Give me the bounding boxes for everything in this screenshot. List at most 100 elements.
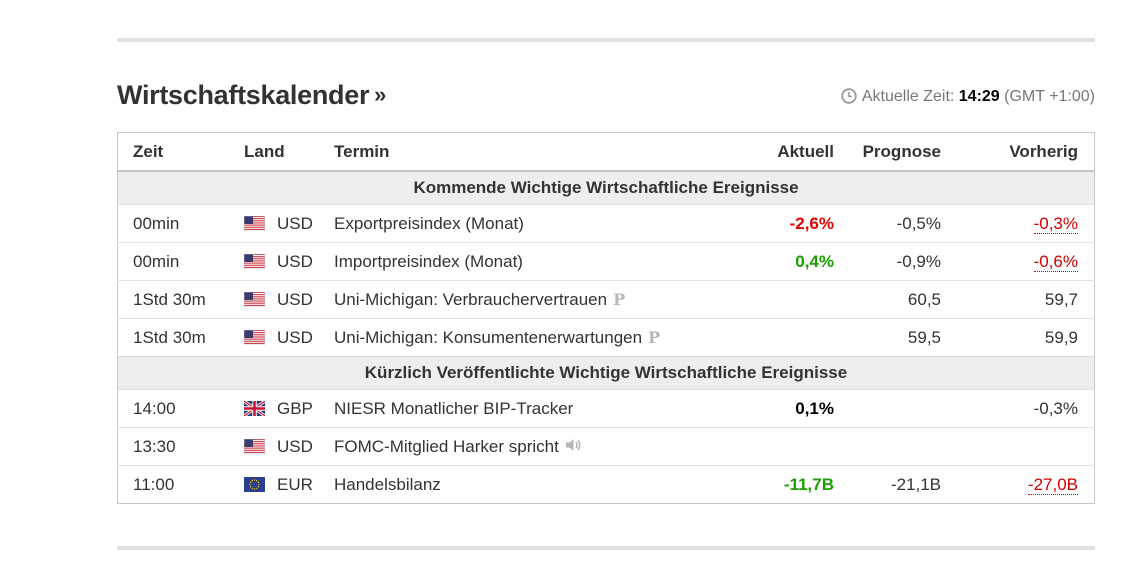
event-forecast [834, 427, 941, 466]
event-currency: GBP [277, 398, 313, 418]
event-forecast: -0,9% [834, 242, 941, 281]
timezone: (GMT +1:00) [1004, 88, 1095, 105]
event-name[interactable]: Handelsbilanz [334, 465, 674, 504]
table-row[interactable]: 00min USD Exportpreisindex (Monat) -2,6%… [117, 204, 1095, 243]
speaker-icon [565, 438, 581, 451]
actual-value: -2,6% [789, 213, 834, 233]
section-title-recent: Kürzlich Veröffentlichte Wichtige Wirtsc… [117, 356, 1095, 390]
section-header-recent: Kürzlich Veröffentlichte Wichtige Wirtsc… [117, 356, 1095, 390]
event-forecast: 59,5 [834, 318, 941, 357]
column-header-actual: Aktuell [674, 132, 834, 172]
event-forecast: 60,5 [834, 280, 941, 319]
calendar-title-link[interactable]: Wirtschaftskalender» [117, 80, 386, 111]
event-previous: -27,0B [941, 465, 1095, 504]
event-time: 1Std 30m [117, 280, 244, 319]
event-name[interactable]: Importpreisindex (Monat) [334, 242, 674, 281]
actual-value: 0,1% [795, 398, 834, 418]
preliminary-icon: P [648, 327, 661, 347]
calendar-header: Wirtschaftskalender» Aktuelle Zeit: 14:2… [117, 80, 1095, 114]
calendar-title: Wirtschaftskalender [117, 80, 370, 110]
event-currency: USD [277, 436, 313, 456]
event-name-text: Handelsbilanz [334, 474, 441, 494]
event-time: 1Std 30m [117, 318, 244, 357]
table-row[interactable]: 13:30 USD FOMC-Mitglied Harker spricht [117, 427, 1095, 466]
column-header-forecast: Prognose [834, 132, 941, 172]
top-divider [117, 38, 1095, 42]
event-currency: USD [277, 251, 313, 271]
event-actual: 0,4% [674, 242, 834, 281]
economic-calendar-table: Zeit Land Termin Aktuell Prognose Vorher… [117, 132, 1095, 504]
event-actual [674, 280, 834, 319]
event-country: USD [243, 242, 334, 281]
event-previous: 59,9 [941, 318, 1095, 357]
clock-label: Aktuelle Zeit: [861, 88, 955, 105]
column-header-event: Termin [334, 132, 674, 172]
event-forecast: -21,1B [834, 465, 941, 504]
event-currency: USD [277, 213, 313, 233]
event-actual: 0,1% [674, 389, 834, 428]
us-flag-icon [243, 253, 266, 269]
event-previous: -0,6% [941, 242, 1095, 281]
event-previous: -0,3% [941, 389, 1095, 428]
event-currency: USD [277, 289, 313, 309]
table-row[interactable]: 1Std 30m USD Uni-Michigan: Konsumentener… [117, 318, 1095, 357]
us-flag-icon [243, 291, 266, 307]
table-row[interactable]: 11:00 EUR Handelsbilanz -11,7B -21,1B -2… [117, 465, 1095, 504]
event-time: 11:00 [117, 465, 244, 504]
us-flag-icon [243, 438, 266, 454]
event-name-text: NIESR Monatlicher BIP-Tracker [334, 398, 574, 418]
event-country: EUR [244, 465, 334, 504]
event-name-text: Importpreisindex (Monat) [334, 251, 523, 271]
event-previous [941, 427, 1095, 466]
event-actual [674, 427, 834, 466]
us-flag-icon [243, 215, 266, 231]
event-name[interactable]: NIESR Monatlicher BIP-Tracker [334, 389, 674, 428]
actual-value: -11,7B [783, 474, 834, 494]
title-arrows: » [374, 82, 387, 107]
uk-flag-icon [243, 399, 266, 417]
table-row[interactable]: 00min USD Importpreisindex (Monat) 0,4% … [117, 242, 1095, 281]
column-header-previous: Vorherig [941, 132, 1095, 172]
event-country: USD [243, 280, 334, 319]
event-country: USD [243, 204, 334, 243]
current-time-info: Aktuelle Zeit: 14:29 (GMT +1:00) [841, 88, 1095, 106]
event-name-text: Uni-Michigan: Verbrauchervertrauen [334, 289, 608, 309]
bottom-divider [117, 546, 1095, 550]
event-actual [674, 318, 834, 357]
event-country: USD [243, 318, 334, 357]
event-country: GBP [243, 389, 334, 428]
event-name[interactable]: FOMC-Mitglied Harker spricht [334, 427, 674, 466]
event-name[interactable]: Uni-Michigan: Konsumentenerwartungen P [334, 318, 674, 357]
event-currency: USD [277, 327, 313, 347]
eu-flag-icon [244, 476, 265, 492]
column-header-time: Zeit [117, 132, 244, 172]
event-name[interactable]: Uni-Michigan: Verbrauchervertrauen P [334, 280, 674, 319]
actual-value: 0,4% [795, 251, 834, 271]
section-title-upcoming: Kommende Wichtige Wirtschaftliche Ereign… [117, 170, 1095, 205]
previous-revised-value[interactable]: -0,6% [1033, 251, 1078, 272]
event-actual: -11,7B [674, 465, 834, 504]
event-previous: -0,3% [941, 204, 1095, 243]
event-time: 14:00 [117, 389, 244, 428]
current-time: 14:29 [958, 88, 1000, 105]
event-actual: -2,6% [674, 204, 834, 243]
event-name-text: Exportpreisindex (Monat) [334, 213, 524, 233]
table-row[interactable]: 1Std 30m USD Uni-Michigan: Verbraucherve… [117, 280, 1095, 319]
event-time: 00min [117, 204, 244, 243]
column-header-country: Land [244, 132, 334, 172]
us-flag-icon [243, 329, 266, 345]
previous-revised-value[interactable]: -27,0B [1027, 474, 1078, 495]
event-time: 13:30 [117, 427, 244, 466]
event-currency: EUR [277, 474, 313, 494]
event-previous: 59,7 [941, 280, 1095, 319]
event-name-text: FOMC-Mitglied Harker spricht [334, 436, 559, 456]
event-country: USD [243, 427, 334, 466]
event-name-text: Uni-Michigan: Konsumentenerwartungen [334, 327, 643, 347]
event-name[interactable]: Exportpreisindex (Monat) [334, 204, 674, 243]
clock-icon [841, 88, 857, 104]
previous-revised-value[interactable]: -0,3% [1033, 213, 1078, 234]
event-forecast: -0,5% [834, 204, 941, 243]
table-row[interactable]: 14:00 GBP NIESR Monatlicher BIP-Tracker … [117, 389, 1095, 428]
section-header-upcoming: Kommende Wichtige Wirtschaftliche Ereign… [117, 170, 1095, 205]
table-header-row: Zeit Land Termin Aktuell Prognose Vorher… [117, 132, 1095, 172]
